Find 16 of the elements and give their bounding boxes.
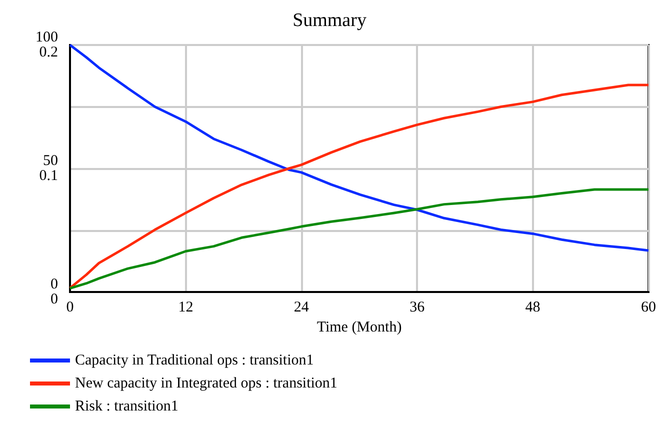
x-tick-label: 36 xyxy=(410,300,426,316)
y2-tick-label: 0.2 xyxy=(39,44,58,60)
x-axis-title: Time (Month) xyxy=(316,320,402,336)
y-tick-label: 0 xyxy=(50,276,58,292)
x-tick-label: 0 xyxy=(66,300,74,316)
x-tick-label: 12 xyxy=(178,300,194,316)
legend-label: New capacity in Integrated ops : transition1 xyxy=(75,376,338,392)
x-tick-label: 48 xyxy=(525,300,540,316)
y-tick-label: 50 xyxy=(43,153,58,169)
legend-label: Capacity in Traditional ops : transition1 xyxy=(75,352,314,368)
x-tick-label: 60 xyxy=(641,300,656,316)
chart-title: Summary xyxy=(292,10,367,31)
legend-label: Risk : transition1 xyxy=(75,398,178,414)
y2-tick-label: 0.1 xyxy=(39,168,58,184)
y-tick-label: 100 xyxy=(36,30,58,46)
x-tick-label: 24 xyxy=(294,300,310,316)
